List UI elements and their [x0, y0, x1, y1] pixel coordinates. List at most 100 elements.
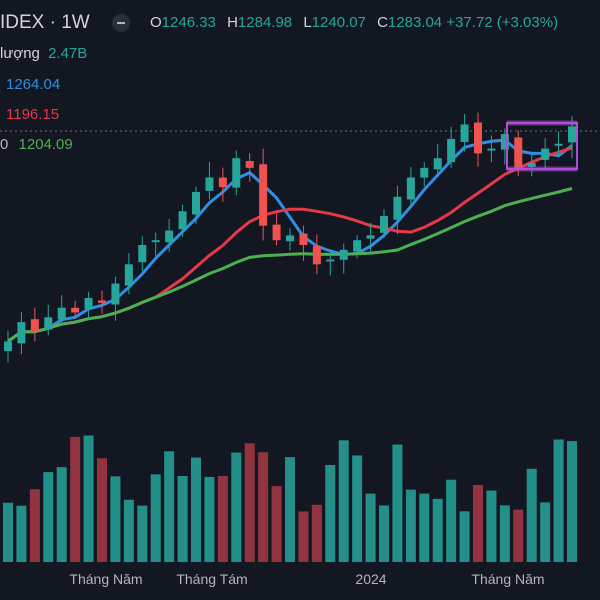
- volume-bar: [150, 474, 161, 562]
- volume-bar: [3, 502, 13, 562]
- volume-bar: [567, 441, 577, 562]
- volume-bar: [526, 468, 537, 562]
- x-label-3: Tháng Năm: [471, 571, 545, 587]
- candle: [165, 218, 174, 252]
- candles: [4, 112, 576, 363]
- candle: [218, 167, 227, 202]
- candle: [17, 312, 26, 355]
- volume-bar: [419, 493, 430, 562]
- candle: [312, 234, 321, 275]
- ma-green-prefix: 0: [0, 136, 9, 153]
- volume-bar: [123, 499, 134, 562]
- candle: [474, 112, 482, 167]
- candle: [192, 186, 200, 225]
- candle: [259, 148, 268, 241]
- high-value: 1284.98: [237, 14, 293, 31]
- candle: [124, 253, 133, 295]
- candle: [98, 290, 106, 315]
- candle: [4, 330, 12, 363]
- candle: [460, 114, 469, 152]
- candle: [138, 236, 147, 272]
- candle: [527, 153, 536, 177]
- x-label-0: Tháng Năm: [69, 571, 143, 587]
- volume-bar: [446, 479, 457, 562]
- volume-bar: [392, 444, 403, 562]
- volume-bar: [56, 467, 67, 562]
- candle: [44, 304, 53, 336]
- candle: [205, 161, 214, 200]
- low-key: L: [303, 14, 312, 31]
- candle: [406, 166, 415, 205]
- candle: [299, 225, 308, 261]
- legend-ma-blue[interactable]: 1264.04: [6, 76, 61, 93]
- collapse-icon[interactable]: [112, 14, 130, 32]
- candle: [353, 235, 362, 259]
- candle: [286, 228, 294, 251]
- ma-green-line: [7, 187, 573, 343]
- candle: [366, 222, 375, 254]
- candle: [487, 135, 496, 163]
- legend-ma-red[interactable]: 1196.15: [6, 106, 60, 123]
- volume-bar: [177, 475, 188, 562]
- volume-bar: [217, 475, 228, 562]
- volume-bar: [29, 489, 40, 562]
- volume-bar: [540, 502, 551, 562]
- close-key: C: [377, 14, 388, 31]
- volume-bar: [164, 451, 175, 562]
- volume-bar: [553, 439, 564, 562]
- header-bar: IDEX · 1W O1246.33 H1284.98 L1240.07 C12…: [0, 12, 600, 34]
- volume-bar: [365, 493, 376, 562]
- volume-bar: [486, 490, 497, 562]
- volume-bar: [271, 486, 282, 562]
- open-key: O: [150, 14, 162, 31]
- volume-bar: [110, 476, 121, 562]
- volume-bar: [473, 484, 483, 562]
- x-label-2: 2024: [355, 571, 387, 587]
- change-value: +37.72 (+3.03%): [446, 14, 559, 31]
- volume-bar: [432, 498, 443, 562]
- volume-bar: [244, 443, 255, 562]
- highlight-box: [506, 120, 578, 172]
- volume-bar: [137, 505, 148, 562]
- legend-ma-green[interactable]: 0 1204.09: [0, 136, 73, 153]
- volume-bar: [16, 505, 27, 562]
- open-value: 1246.33: [161, 14, 216, 31]
- volume-bar: [459, 511, 470, 562]
- volume-bar: [311, 504, 322, 562]
- volume-bar: [204, 476, 215, 562]
- candle: [178, 204, 187, 237]
- volume-bars: [3, 435, 577, 562]
- candle: [554, 131, 563, 157]
- candle: [84, 291, 93, 319]
- candle: [339, 243, 348, 274]
- candle: [380, 209, 388, 239]
- volume-bar: [70, 436, 81, 562]
- candle: [57, 295, 66, 327]
- volume-bar: [258, 452, 269, 562]
- volume-bar: [325, 465, 336, 562]
- candle: [500, 128, 509, 165]
- volume-bar: [298, 511, 309, 562]
- candle: [447, 126, 456, 168]
- x-label-1: Tháng Tám: [176, 571, 248, 587]
- ohlc-values: O1246.33 H1284.98 L1240.07 C1283.04 +37.…: [150, 14, 558, 31]
- candle: [420, 162, 429, 187]
- symbol-label[interactable]: IDEX · 1W: [0, 12, 90, 33]
- volume-value: 2.47B: [48, 45, 88, 62]
- candle: [393, 185, 402, 235]
- close-value: 1283.04: [387, 14, 443, 31]
- candle: [232, 150, 241, 196]
- legend-volume[interactable]: lượng 2.47B: [0, 45, 87, 62]
- candle: [433, 144, 442, 176]
- candle: [326, 249, 335, 276]
- volume-bar: [285, 457, 295, 562]
- volume-bar: [97, 458, 107, 562]
- low-value: 1240.07: [311, 14, 366, 31]
- volume-bar: [231, 452, 242, 562]
- volume-bar: [379, 505, 389, 562]
- candle: [111, 276, 120, 321]
- volume-bar: [352, 455, 363, 562]
- volume-bar: [499, 505, 510, 562]
- candle: [151, 232, 160, 257]
